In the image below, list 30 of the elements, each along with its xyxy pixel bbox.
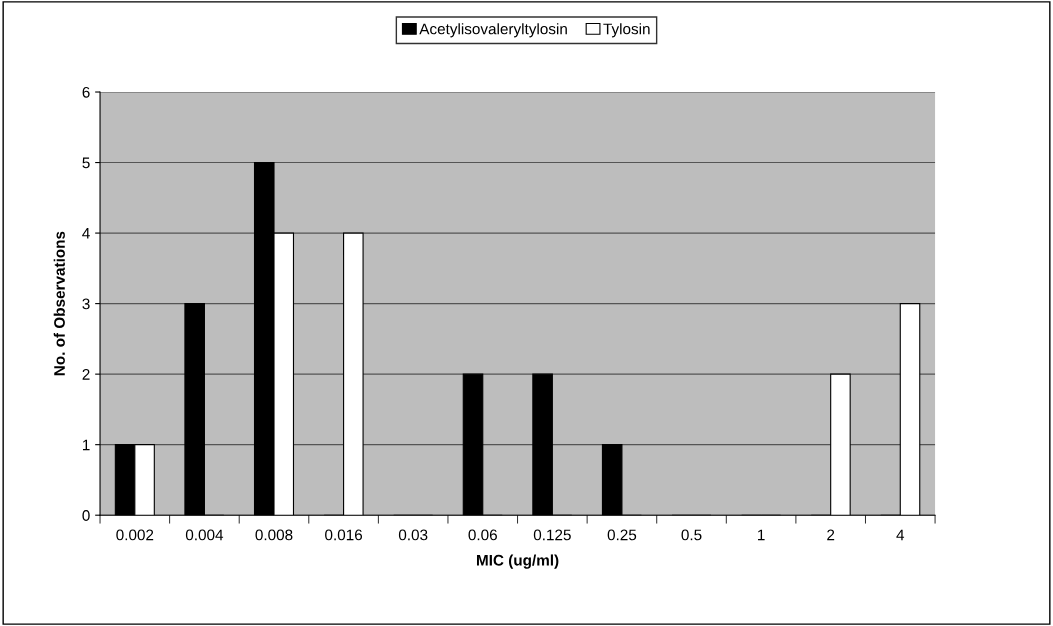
x-axis-title: MIC (ug/ml): [476, 554, 559, 569]
legend-label: Acetylisovaleryltylosin: [419, 23, 567, 38]
bar: [899, 303, 921, 516]
bar: [532, 373, 553, 516]
x-tick-label: 0.03: [398, 529, 428, 541]
x-tick-label: 2: [827, 529, 835, 541]
y-tick-label: 6: [82, 86, 90, 98]
y-tick-label: 4: [82, 228, 90, 239]
x-tick-label: 0.125: [533, 529, 571, 541]
bar: [343, 232, 364, 516]
x-tick-label: 0.002: [116, 529, 154, 541]
bar: [462, 373, 484, 516]
x-tick-label: 0.5: [681, 529, 702, 541]
y-tick-label: 1: [82, 439, 90, 451]
y-axis-title: No. of Observations: [53, 231, 65, 376]
x-tick-label: 0.004: [185, 529, 224, 541]
x-tick-label: 0.25: [607, 529, 637, 541]
y-tick-label: 3: [82, 298, 90, 310]
bar: [601, 444, 623, 516]
x-tick-label: 4: [896, 529, 905, 541]
x-tick-label: 0.008: [255, 529, 293, 541]
y-tick-label: 2: [82, 369, 90, 380]
x-tick-label: 1: [758, 529, 765, 541]
bar: [830, 373, 851, 516]
y-tick-label: 0: [82, 510, 90, 521]
bar: [184, 303, 205, 516]
x-tick-label: 0.06: [468, 529, 497, 541]
x-tick-label: 0.016: [325, 529, 363, 541]
legend-label: Tylosin: [603, 23, 650, 38]
y-tick-label: 5: [82, 157, 90, 169]
